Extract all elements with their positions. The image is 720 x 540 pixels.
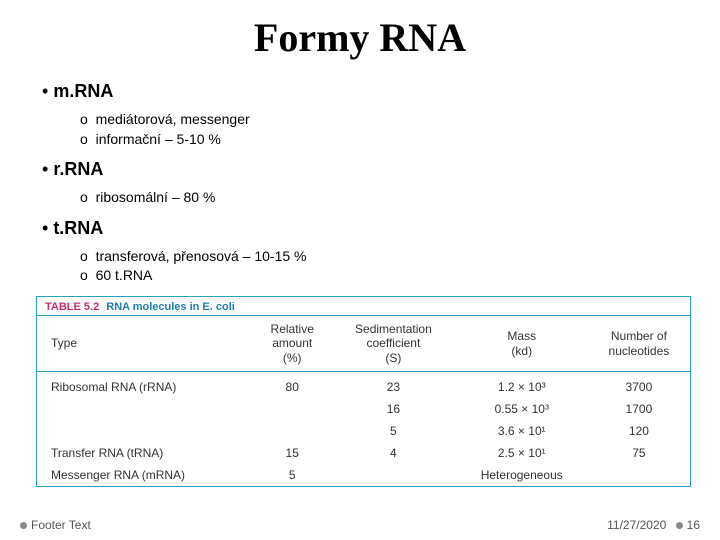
col-amount: Relativeamount(%) — [253, 315, 331, 371]
list-item: informační – 5-10 % — [80, 130, 690, 150]
cell: 23 — [331, 372, 456, 399]
section-list-mrna: mediátorová, messenger informační – 5-10… — [30, 110, 690, 149]
cell: 3.6 × 10¹ — [456, 420, 588, 442]
cell: 120 — [588, 420, 690, 442]
list-item: ribosomální – 80 % — [80, 188, 690, 208]
cell: 2.5 × 10¹ — [456, 442, 588, 464]
cell: 16 — [331, 398, 456, 420]
cell: 0.55 × 10³ — [456, 398, 588, 420]
section-list-trna: transferová, přenosová – 10-15 % 60 t.RN… — [30, 247, 690, 286]
cell: 3700 — [588, 372, 690, 399]
col-type: Type — [37, 315, 253, 371]
table-caption: TABLE 5.2 RNA molecules in E. coli — [37, 297, 690, 315]
bullet-icon — [676, 522, 683, 529]
cell: 80 — [253, 372, 331, 399]
table-title: RNA molecules in E. coli — [106, 301, 235, 313]
col-nucleotides: Number ofnucleotides — [588, 315, 690, 371]
cell: Heterogeneous — [456, 464, 588, 486]
table-row: Ribosomal RNA (rRNA) 80 23 1.2 × 10³ 370… — [37, 372, 690, 399]
slide-title: Formy RNA — [0, 0, 720, 71]
section-heading-mrna: m.RNA — [30, 81, 690, 102]
cell: Messenger RNA (mRNA) — [37, 464, 253, 486]
col-mass: Mass(kd) — [456, 315, 588, 371]
table-row: Transfer RNA (tRNA) 15 4 2.5 × 10¹ 75 — [37, 442, 690, 464]
content-area: m.RNA mediátorová, messenger informační … — [0, 81, 720, 487]
section-list-rrna: ribosomální – 80 % — [30, 188, 690, 208]
table-row: 5 3.6 × 10¹ 120 — [37, 420, 690, 442]
list-item: transferová, přenosová – 10-15 % — [80, 247, 690, 267]
footer-date: 11/27/2020 — [607, 518, 666, 532]
cell: 75 — [588, 442, 690, 464]
rna-table: TABLE 5.2 RNA molecules in E. coli Type … — [36, 296, 691, 487]
cell: 15 — [253, 442, 331, 464]
table-row: Messenger RNA (mRNA) 5 Heterogeneous — [37, 464, 690, 486]
cell: Transfer RNA (tRNA) — [37, 442, 253, 464]
table-header-row: Type Relativeamount(%) Sedimentationcoef… — [37, 315, 690, 371]
cell: 1700 — [588, 398, 690, 420]
footer-page: 16 — [687, 518, 700, 532]
cell: 5 — [331, 420, 456, 442]
table-tag: TABLE 5.2 — [45, 301, 99, 313]
table-grid: Type Relativeamount(%) Sedimentationcoef… — [37, 315, 690, 486]
list-item: 60 t.RNA — [80, 266, 690, 286]
list-item: mediátorová, messenger — [80, 110, 690, 130]
section-heading-rrna: r.RNA — [30, 159, 690, 180]
cell — [331, 464, 456, 486]
footer-text: Footer Text — [31, 518, 91, 532]
cell: 4 — [331, 442, 456, 464]
cell — [253, 398, 331, 420]
bullet-icon — [20, 522, 27, 529]
cell — [588, 464, 690, 486]
cell: 1.2 × 10³ — [456, 372, 588, 399]
cell — [253, 420, 331, 442]
cell — [37, 420, 253, 442]
cell: Ribosomal RNA (rRNA) — [37, 372, 253, 399]
cell: 5 — [253, 464, 331, 486]
table-row: 16 0.55 × 10³ 1700 — [37, 398, 690, 420]
footer-right: 11/27/2020 16 — [607, 518, 700, 532]
section-heading-trna: t.RNA — [30, 218, 690, 239]
col-sediment: Sedimentationcoefficient(S) — [331, 315, 456, 371]
cell — [37, 398, 253, 420]
footer-left: Footer Text — [20, 518, 91, 532]
